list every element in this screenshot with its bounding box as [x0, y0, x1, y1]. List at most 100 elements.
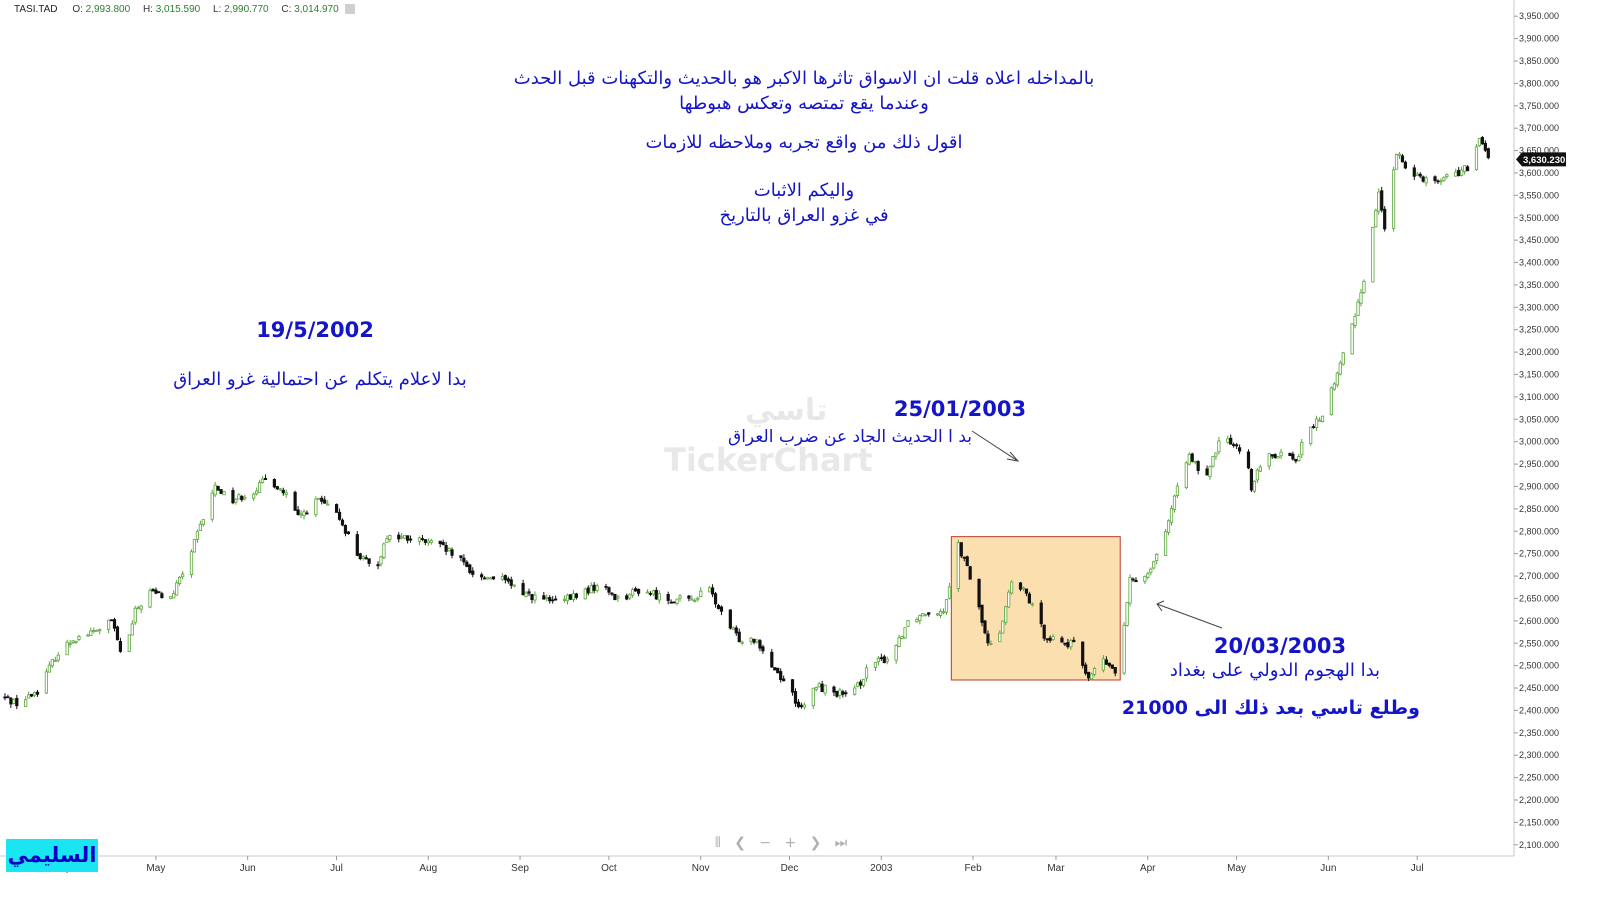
last-price-label: 3,630.230	[1523, 155, 1565, 166]
x-axis[interactable]: AprMayJunJulAugSepOctNovDec2003FebMarApr…	[59, 856, 1424, 874]
candle-body	[379, 556, 383, 565]
candle-body	[1291, 453, 1295, 460]
candle-body	[509, 579, 513, 586]
candle-body	[1048, 637, 1052, 641]
annotation-date-2002: 19/5/2002	[256, 318, 374, 342]
candle-body	[1267, 453, 1271, 467]
candle-body	[693, 600, 697, 602]
candle-body	[355, 534, 359, 556]
nav-first-icon[interactable]: ⦀	[714, 835, 721, 851]
candle-body	[524, 592, 528, 597]
candle-body	[962, 556, 966, 559]
candle-body	[263, 477, 268, 480]
nav-prev-icon[interactable]: ❮	[734, 835, 746, 851]
nav-next-icon[interactable]: ❯	[809, 835, 822, 851]
candle-body	[364, 557, 368, 560]
candle-body	[426, 540, 430, 544]
nav-last-icon[interactable]: ⏭	[834, 835, 848, 851]
candle-body	[636, 588, 641, 594]
candle-body	[32, 692, 37, 696]
candle-body	[1418, 173, 1422, 177]
candle-body	[687, 595, 691, 599]
candle-body	[903, 627, 907, 639]
candle-body	[136, 607, 140, 610]
candle-body	[71, 640, 75, 643]
candle-body	[512, 584, 516, 587]
candle-body	[160, 593, 164, 599]
header-menu-button[interactable]	[345, 4, 356, 15]
y-tick-label: 3,400.000	[1519, 258, 1559, 268]
candle-body	[793, 691, 798, 704]
candle-body	[1069, 640, 1073, 648]
candle-body	[947, 586, 952, 599]
candle-body	[817, 683, 821, 688]
candle-body	[1125, 602, 1129, 626]
candle-body	[423, 539, 427, 543]
candle-body	[716, 605, 721, 610]
candle-body	[1081, 641, 1085, 666]
candle-body	[367, 558, 371, 564]
candle-body	[1353, 316, 1357, 326]
candle-body	[1377, 191, 1381, 212]
candle-body	[1320, 415, 1325, 423]
candle-body	[782, 678, 786, 682]
y-axis[interactable]: 2,100.000 2,150.000 2,200.000 2,250.000 2,30…	[1514, 11, 1559, 850]
intro-line-4: واليكم الاثبات	[753, 180, 855, 201]
candle-body	[1297, 456, 1301, 462]
candle-body	[420, 538, 425, 540]
candle-body	[631, 589, 635, 596]
y-tick-label: 3,150.000	[1519, 370, 1559, 380]
candle-body	[465, 561, 469, 567]
candle-body	[1072, 639, 1076, 643]
zoom-out-icon[interactable]: −	[759, 835, 772, 851]
candle-body	[1229, 437, 1233, 445]
symbol-label: TASI.TAD	[14, 4, 58, 15]
candle-body	[1045, 638, 1049, 641]
candle-body	[835, 690, 839, 697]
y-tick-label: 2,350.000	[1519, 728, 1559, 738]
arrow-to-mar-2003	[1156, 603, 1223, 629]
event-highlight-box	[950, 536, 1121, 681]
candle-body	[27, 694, 31, 699]
candle-body	[651, 590, 655, 595]
candle-body	[305, 512, 309, 515]
candle-body	[1101, 658, 1106, 671]
low-label: L:	[213, 4, 222, 15]
candle-body	[257, 482, 262, 493]
candle-body	[459, 555, 463, 558]
candle-body	[172, 593, 176, 599]
zoom-in-icon[interactable]: +	[784, 835, 797, 851]
candle-body	[506, 578, 510, 582]
y-tick-label: 2,550.000	[1519, 638, 1559, 648]
candle-body	[213, 484, 217, 496]
candle-body	[927, 612, 931, 615]
candle-body	[314, 498, 318, 516]
candle-body	[323, 499, 327, 504]
y-tick-label: 3,350.000	[1519, 280, 1559, 290]
candle-body	[672, 601, 676, 604]
candle-body	[921, 613, 925, 617]
y-tick-label: 3,450.000	[1519, 235, 1559, 245]
candle-body	[823, 684, 827, 694]
candle-body	[607, 587, 611, 593]
candle-body	[965, 556, 969, 566]
candle-body	[403, 534, 407, 539]
y-tick-label: 3,700.000	[1519, 123, 1559, 133]
close-label: C:	[281, 4, 292, 15]
candle-body	[195, 531, 200, 540]
candles-layer	[3, 136, 1490, 710]
candle-body	[977, 578, 981, 608]
candle-body	[589, 585, 593, 594]
annotation-text-2002: بدا لاعلام يتكلم عن احتمالية غزو العراق	[173, 369, 467, 390]
candle-body	[130, 623, 134, 636]
candle-body	[361, 556, 365, 559]
candle-body	[1217, 440, 1221, 453]
arrow-to-jan-2003	[971, 430, 1019, 462]
candle-body	[397, 534, 401, 540]
candle-body	[447, 548, 451, 552]
intro-line-5: في غزو العراق بالتاريخ	[719, 205, 889, 226]
candle-body	[438, 540, 442, 544]
candle-body	[9, 697, 13, 705]
candle-body	[841, 691, 845, 695]
